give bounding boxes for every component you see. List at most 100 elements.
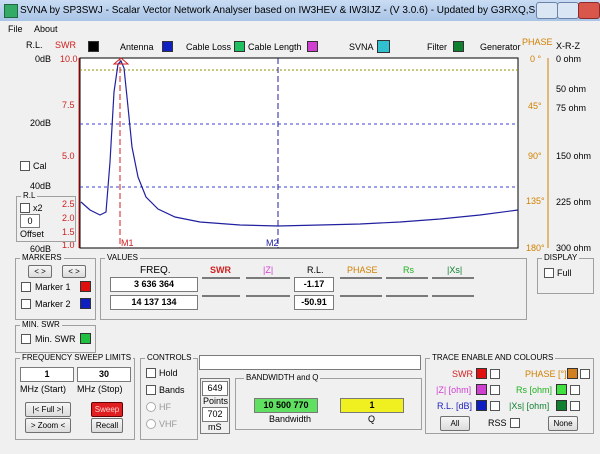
ohm-tick-label: 300 ohm (556, 243, 592, 253)
swr-tick-label: 2.0 (62, 213, 75, 223)
radio[interactable] (146, 402, 156, 412)
marker-label: M2 (266, 238, 279, 248)
value-cell: -50.91 (294, 295, 334, 310)
rl-tick-label: 60dB (30, 244, 52, 254)
group-title: FREQUENCY SWEEP LIMITS (20, 353, 134, 362)
menu-item[interactable]: About (34, 24, 58, 34)
checkbox[interactable] (570, 401, 580, 411)
bandwidth-value: 10 500 770 (254, 398, 318, 413)
color-swatch[interactable] (476, 368, 487, 379)
rl-axis-title: R.L. (26, 40, 43, 50)
rl-tick-label: 20dB (30, 118, 52, 128)
group-title: DISPLAY (542, 253, 580, 262)
checkbox-label: RSS (488, 418, 507, 428)
plot (78, 57, 549, 249)
time-input: 702 (202, 407, 228, 422)
time-label: mS (208, 422, 222, 432)
value-cell: -1.17 (294, 277, 334, 292)
value-label: Bandwidth (269, 414, 312, 424)
color-swatch[interactable] (476, 400, 487, 411)
tab[interactable]: Cable Loss (186, 42, 232, 52)
tab[interactable]: Antenna (120, 42, 154, 52)
start-input[interactable]: 1 (20, 367, 74, 382)
color-swatch[interactable] (80, 298, 91, 309)
checkbox[interactable] (544, 268, 554, 278)
color-swatch[interactable] (476, 384, 487, 395)
value-cell (432, 295, 474, 297)
checkbox[interactable] (20, 161, 30, 171)
full-button[interactable]: |< Full >| (25, 402, 71, 417)
column-header: FREQ. (140, 265, 171, 276)
checkbox[interactable] (490, 385, 500, 395)
tab[interactable]: SVNA (349, 42, 374, 52)
color-swatch[interactable] (80, 281, 91, 292)
tab[interactable]: Cable Length (248, 42, 302, 52)
recall-button[interactable]: Recall (91, 418, 123, 433)
none-button[interactable]: None (548, 416, 578, 431)
value-label: Q (368, 414, 376, 424)
offset-label: Offset (20, 229, 44, 239)
checkbox[interactable] (490, 401, 500, 411)
points-label: Points (203, 396, 229, 406)
value-cell (340, 295, 382, 297)
menu-item[interactable]: File (8, 24, 23, 34)
checkbox[interactable] (21, 334, 31, 344)
rl-tick-label: 0dB (35, 54, 52, 64)
phase-tick-label: 180° (526, 243, 545, 253)
checkbox[interactable] (570, 385, 580, 395)
window-title: SVNA by SP3SWJ - Scalar Vector Network A… (20, 5, 597, 16)
tab-icon (307, 41, 318, 52)
offset-input[interactable]: 0 (20, 214, 40, 228)
zoom-button[interactable]: > Zoom < (25, 418, 71, 433)
checkbox[interactable] (580, 369, 590, 379)
minimize-button[interactable] (536, 2, 558, 19)
value-cell (246, 277, 290, 279)
color-swatch[interactable] (556, 400, 567, 411)
group-title: MARKERS (20, 253, 64, 262)
swr-tick-label: 5.0 (62, 151, 75, 161)
tab-icon (162, 41, 173, 52)
checkbox[interactable] (20, 203, 30, 213)
tab[interactable]: Filter (427, 42, 447, 52)
value-cell (340, 277, 382, 279)
marker-label: M1 (121, 238, 134, 248)
group-title: MIN. SWR (20, 320, 62, 329)
close-button[interactable] (578, 2, 600, 19)
checkbox[interactable] (510, 418, 520, 428)
column-header: PHASE (347, 265, 378, 275)
stop-input[interactable]: 30 (77, 367, 131, 382)
checkbox[interactable] (146, 368, 156, 378)
checkbox-label: Bands (159, 385, 185, 395)
checkbox[interactable] (21, 282, 31, 292)
group-box: DISPLAY (537, 253, 594, 294)
spin-button[interactable]: < > (28, 265, 52, 278)
radio-label: HF (159, 402, 171, 412)
tab[interactable]: Generator (480, 42, 521, 52)
color-swatch[interactable] (556, 384, 567, 395)
column-header: |Z| (263, 265, 274, 275)
checkbox[interactable] (21, 299, 31, 309)
checkbox[interactable] (490, 369, 500, 379)
swr-tick-label: 10.0 (60, 54, 78, 64)
group-title: VALUES (105, 253, 140, 262)
radio[interactable] (146, 419, 156, 429)
checkbox-label: Marker 2 (35, 299, 71, 309)
input-label: MHz (Start) (20, 384, 66, 394)
title-bar (0, 0, 600, 21)
color-swatch[interactable] (80, 333, 91, 344)
group-title: TRACE ENABLE AND COLOURS (430, 353, 556, 362)
checkbox[interactable] (146, 385, 156, 395)
maximize-button[interactable] (557, 2, 579, 19)
sweep-button[interactable]: Sweep (91, 402, 123, 417)
radio-label: VHF (159, 419, 177, 429)
tab-icon (377, 40, 390, 53)
color-swatch[interactable] (567, 368, 578, 379)
points-input[interactable]: 649 (202, 381, 228, 396)
phase-tick-label: 90° (528, 151, 542, 161)
value-cell (246, 295, 290, 297)
spin-button[interactable]: < > (62, 265, 86, 278)
all-button[interactable]: All (440, 416, 470, 431)
value-cell (386, 295, 428, 297)
q-value: 1 (340, 398, 404, 413)
